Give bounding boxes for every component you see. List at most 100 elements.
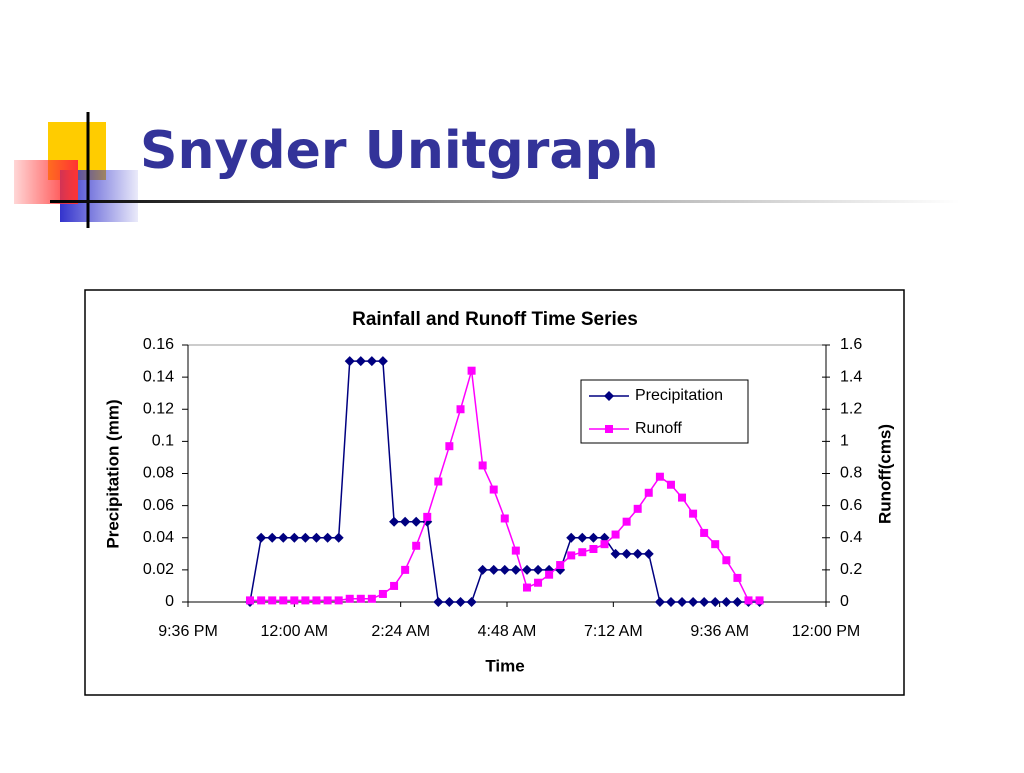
data-point [665, 597, 676, 607]
data-point [566, 532, 577, 543]
data-point [744, 596, 753, 605]
data-point [334, 596, 343, 605]
data-point [678, 493, 687, 502]
data-point [489, 485, 498, 494]
data-point [434, 477, 443, 486]
data-point [534, 578, 543, 587]
data-point [588, 532, 599, 543]
y2-tick-label: 0 [840, 593, 849, 610]
x-axis-title: Time [485, 656, 524, 675]
data-point [378, 589, 387, 598]
data-point [710, 597, 721, 607]
data-point [578, 548, 587, 557]
data-point [522, 583, 531, 592]
data-point [733, 573, 742, 582]
data-point [456, 405, 465, 414]
data-point [510, 564, 521, 575]
y-tick-label: 0.12 [143, 400, 174, 417]
data-point [290, 596, 299, 605]
y2-tick-label: 1.4 [840, 368, 862, 385]
data-point [323, 596, 332, 605]
x-tick-label: 9:36 AM [690, 623, 749, 640]
data-point [677, 597, 688, 607]
data-point [600, 540, 609, 549]
y-tick-label: 0.04 [143, 529, 174, 546]
y-tick-label: 0 [165, 593, 174, 610]
data-point [267, 532, 278, 543]
data-point [577, 532, 588, 543]
data-point [605, 425, 613, 433]
data-point [611, 530, 620, 539]
data-point [732, 597, 743, 607]
y2-tick-label: 0.8 [840, 465, 862, 482]
data-point [755, 596, 764, 605]
data-point [366, 356, 377, 367]
data-point [622, 517, 631, 526]
data-point [433, 597, 444, 607]
data-point [245, 596, 254, 605]
data-point [257, 596, 266, 605]
y2-tick-label: 0.6 [840, 497, 862, 514]
x-tick-label: 7:12 AM [584, 623, 643, 640]
data-point [367, 594, 376, 603]
data-point [322, 532, 333, 543]
data-point [390, 581, 399, 590]
y-tick-label: 0.16 [143, 336, 174, 353]
data-point [643, 548, 654, 559]
y-tick-label: 0.14 [143, 368, 174, 385]
y2-tick-label: 1.6 [840, 336, 862, 353]
data-point [268, 596, 277, 605]
y-tick-label: 0.06 [143, 497, 174, 514]
data-point [521, 564, 532, 575]
legend-label: Runoff [635, 420, 682, 437]
data-point [300, 532, 311, 543]
data-point [311, 532, 322, 543]
y2-tick-label: 1 [840, 433, 849, 450]
data-point [477, 564, 488, 575]
x-tick-label: 9:36 PM [158, 623, 218, 640]
data-point [621, 548, 632, 559]
data-point [256, 532, 267, 543]
data-point [654, 597, 665, 607]
slide-title: Snyder Unitgraph [140, 121, 659, 181]
chart-title: Rainfall and Runoff Time Series [352, 309, 638, 330]
data-point [377, 356, 388, 367]
data-point [467, 366, 476, 375]
x-tick-label: 4:48 AM [478, 623, 537, 640]
data-point [411, 516, 422, 527]
data-point [589, 544, 598, 553]
title-rule [50, 200, 960, 203]
data-point [666, 480, 675, 489]
legend-label: Precipitation [635, 387, 723, 404]
decor-red [14, 160, 78, 204]
data-point [389, 516, 400, 527]
y2-axis-title: Runoff(cms) [875, 424, 894, 524]
data-point [655, 472, 664, 481]
data-point [500, 514, 509, 523]
data-point [478, 461, 487, 470]
data-point [356, 594, 365, 603]
data-point [722, 556, 731, 565]
data-point [499, 564, 510, 575]
data-point [401, 565, 410, 574]
y-tick-label: 0.08 [143, 465, 174, 482]
data-point [488, 564, 499, 575]
data-point [711, 540, 720, 549]
x-tick-label: 2:24 AM [371, 623, 430, 640]
data-point [355, 356, 366, 367]
data-point [604, 391, 614, 401]
data-point [644, 488, 653, 497]
data-point [699, 597, 710, 607]
x-tick-label: 12:00 AM [261, 623, 329, 640]
data-point [545, 570, 554, 579]
data-point [688, 597, 699, 607]
data-point [445, 442, 454, 451]
data-point [400, 516, 411, 527]
data-point [533, 564, 544, 575]
y2-tick-label: 1.2 [840, 400, 862, 417]
data-point [312, 596, 321, 605]
data-point [466, 597, 477, 607]
data-point [700, 528, 709, 537]
